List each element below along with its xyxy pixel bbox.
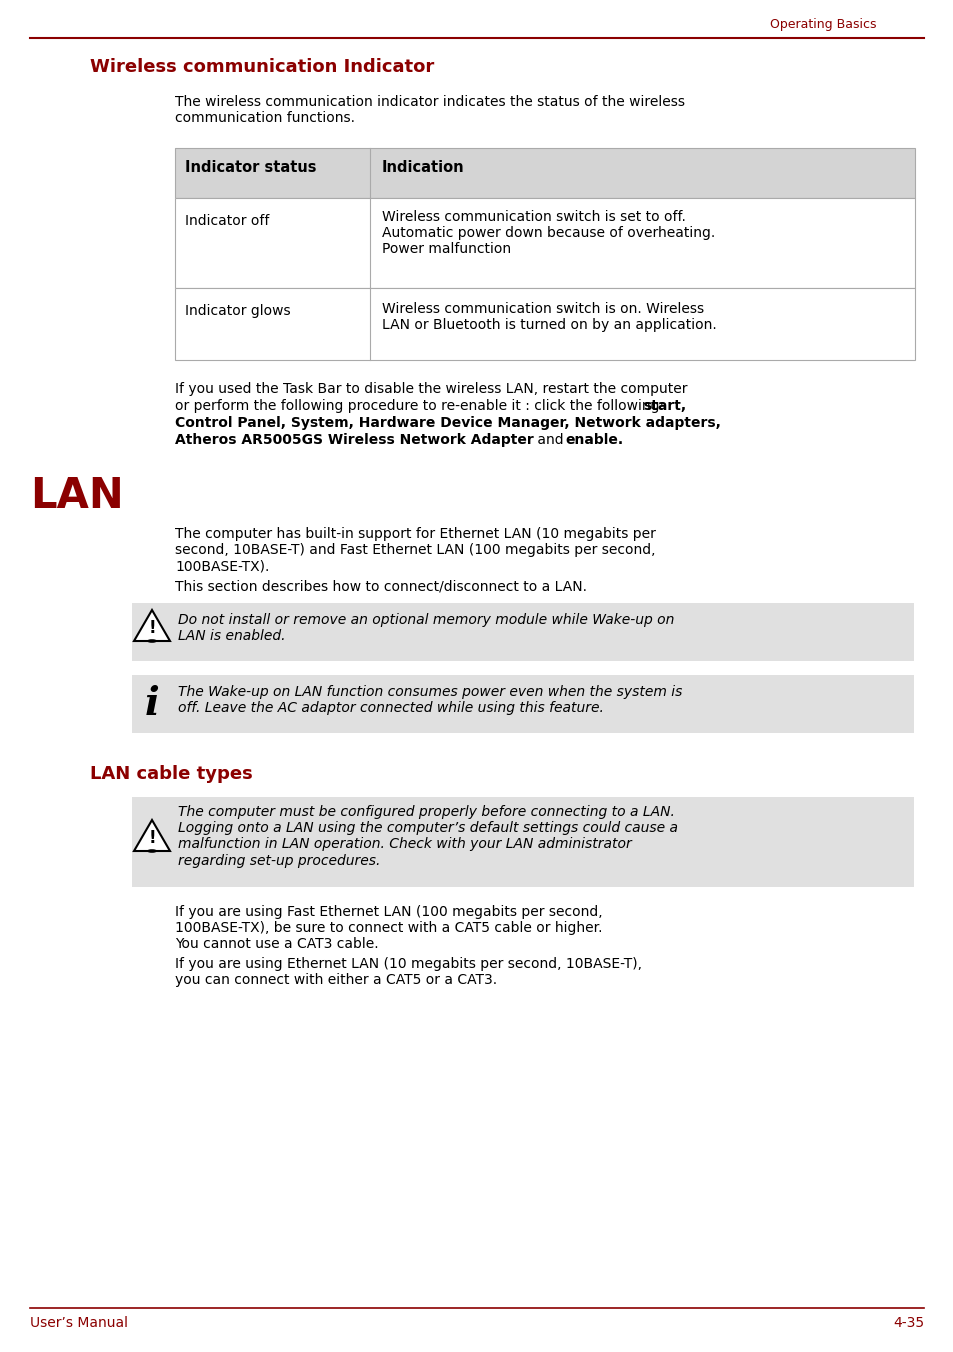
Text: The computer has built-in support for Ethernet LAN (10 megabits per
second, 10BA: The computer has built-in support for Et… xyxy=(174,527,656,573)
Text: If you used the Task Bar to disable the wireless LAN, restart the computer: If you used the Task Bar to disable the … xyxy=(174,383,687,396)
Text: or perform the following procedure to re-enable it : click the following:: or perform the following procedure to re… xyxy=(174,399,668,412)
Text: Control Panel, System, Hardware Device Manager, Network adapters,: Control Panel, System, Hardware Device M… xyxy=(174,416,720,430)
Text: Wireless communication switch is set to off.
Automatic power down because of ove: Wireless communication switch is set to … xyxy=(381,210,715,257)
Text: Indicator status: Indicator status xyxy=(185,160,316,174)
Ellipse shape xyxy=(147,639,157,642)
Text: Indicator glows: Indicator glows xyxy=(185,304,291,318)
Bar xyxy=(174,147,914,197)
Text: and: and xyxy=(533,433,567,448)
Text: The wireless communication indicator indicates the status of the wireless
commun: The wireless communication indicator ind… xyxy=(174,95,684,126)
Text: Indicator off: Indicator off xyxy=(185,214,269,228)
Text: enable.: enable. xyxy=(564,433,622,448)
Text: If you are using Ethernet LAN (10 megabits per second, 10BASE-T),
you can connec: If you are using Ethernet LAN (10 megabi… xyxy=(174,957,641,987)
Text: Atheros AR5005GS Wireless Network Adapter: Atheros AR5005GS Wireless Network Adapte… xyxy=(174,433,533,448)
Text: User’s Manual: User’s Manual xyxy=(30,1315,128,1330)
Bar xyxy=(132,796,913,887)
Text: Indication: Indication xyxy=(381,160,464,174)
Bar xyxy=(174,197,914,288)
Text: LAN cable types: LAN cable types xyxy=(90,765,253,783)
Text: 4-35: 4-35 xyxy=(892,1315,923,1330)
Ellipse shape xyxy=(147,849,157,853)
Text: start,: start, xyxy=(642,399,685,412)
Text: If you are using Fast Ethernet LAN (100 megabits per second,
100BASE-TX), be sur: If you are using Fast Ethernet LAN (100 … xyxy=(174,904,602,952)
Text: Wireless communication switch is on. Wireless
LAN or Bluetooth is turned on by a: Wireless communication switch is on. Wir… xyxy=(381,301,716,333)
Text: Do not install or remove an optional memory module while Wake-up on
LAN is enabl: Do not install or remove an optional mem… xyxy=(178,612,674,644)
Text: Wireless communication Indicator: Wireless communication Indicator xyxy=(90,58,434,76)
Text: i: i xyxy=(145,685,159,723)
Bar xyxy=(174,288,914,360)
Bar xyxy=(174,288,914,360)
Bar xyxy=(132,675,913,733)
Bar xyxy=(132,603,913,661)
Bar xyxy=(174,197,914,288)
Text: !: ! xyxy=(148,619,155,637)
Polygon shape xyxy=(133,821,170,850)
Text: !: ! xyxy=(148,829,155,846)
Text: This section describes how to connect/disconnect to a LAN.: This section describes how to connect/di… xyxy=(174,579,586,594)
Polygon shape xyxy=(133,610,170,641)
Text: The computer must be configured properly before connecting to a LAN.
Logging ont: The computer must be configured properly… xyxy=(178,804,678,868)
Text: The Wake-up on LAN function consumes power even when the system is
off. Leave th: The Wake-up on LAN function consumes pow… xyxy=(178,685,681,715)
Text: LAN: LAN xyxy=(30,475,124,516)
Text: Operating Basics: Operating Basics xyxy=(769,18,876,31)
Bar xyxy=(174,147,914,197)
